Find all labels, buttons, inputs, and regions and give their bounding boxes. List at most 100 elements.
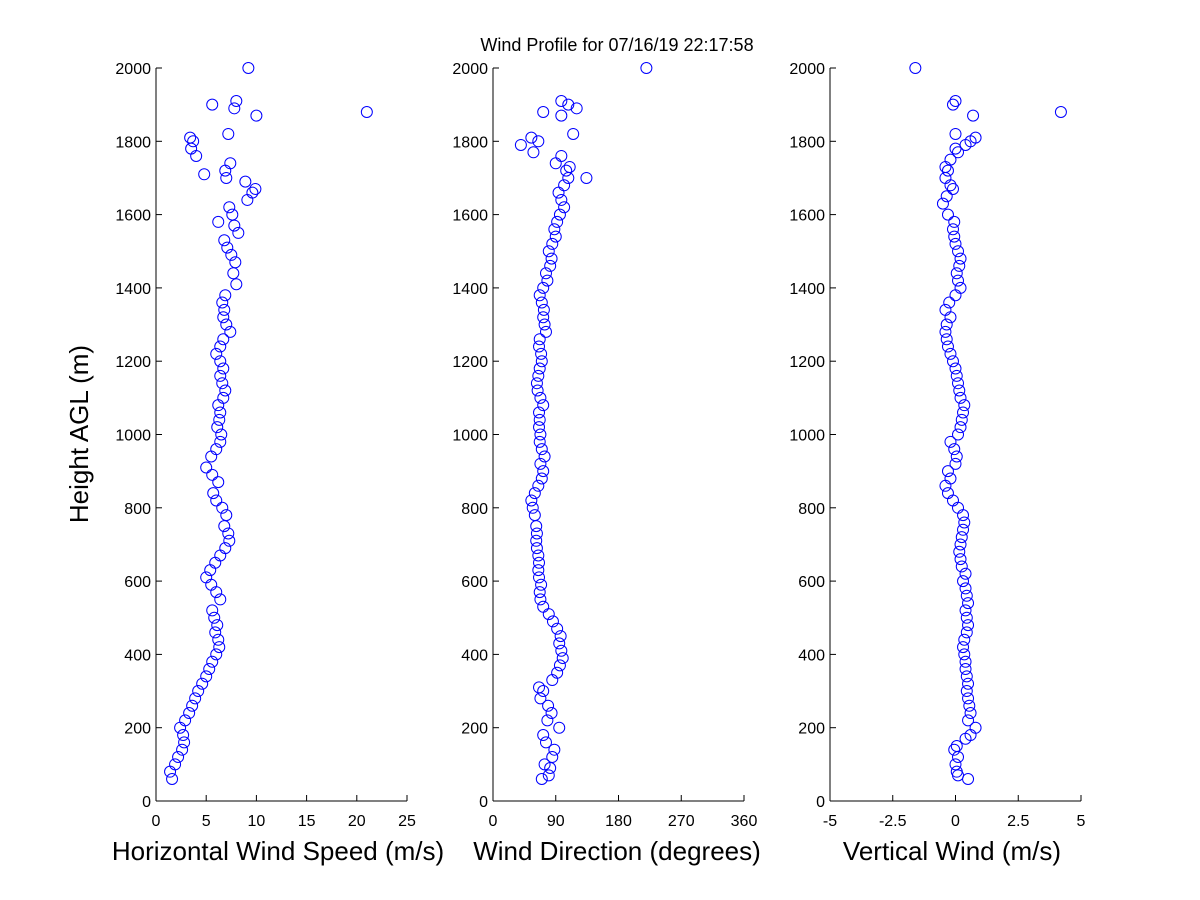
data-point: [948, 215, 961, 228]
data-point: [533, 362, 546, 375]
data-point: [196, 677, 209, 690]
data-point: [958, 399, 971, 412]
data-point: [952, 377, 965, 390]
data-point: [941, 465, 954, 478]
y-tick-label: 800: [798, 501, 825, 518]
data-point: [211, 421, 224, 434]
y-tick-label: 0: [479, 794, 488, 811]
data-point: [960, 589, 973, 602]
data-point: [562, 98, 575, 111]
y-axis-label: Height AGL (m): [64, 345, 94, 523]
data-point: [946, 223, 959, 236]
data-point: [943, 296, 956, 309]
x-tick-label: -2.5: [879, 813, 907, 830]
data-point: [532, 135, 545, 148]
data-point: [533, 289, 546, 302]
data-point: [537, 729, 550, 742]
x-tick-label: 90: [547, 813, 565, 830]
y-tick-label: 2000: [789, 61, 825, 78]
data-point: [214, 340, 227, 353]
data-point: [558, 201, 571, 214]
y-tick-label: 1200: [452, 354, 488, 371]
x-tick-label: 360: [731, 813, 758, 830]
data-point: [955, 531, 968, 544]
data-point: [555, 149, 568, 162]
data-point: [530, 377, 543, 390]
data-point: [941, 208, 954, 221]
data-point: [533, 435, 546, 448]
data-point: [539, 267, 552, 280]
data-point: [538, 758, 551, 771]
y-tick-label: 0: [142, 794, 151, 811]
data-point: [230, 278, 243, 291]
data-point: [166, 773, 179, 786]
data-point: [206, 98, 219, 111]
data-point: [962, 597, 975, 610]
data-point: [949, 127, 962, 140]
data-point: [952, 428, 965, 441]
data-point: [211, 619, 224, 632]
data-point: [533, 681, 546, 694]
x-tick-label: 0: [152, 813, 161, 830]
data-point: [962, 692, 975, 705]
data-point: [957, 523, 970, 536]
data-point: [210, 443, 223, 456]
data-point: [959, 567, 972, 580]
data-point: [953, 545, 966, 558]
data-point: [539, 325, 552, 338]
data-point: [213, 413, 226, 426]
y-tick-label: 1600: [789, 208, 825, 225]
data-point: [533, 556, 546, 569]
data-point: [946, 182, 959, 195]
data-point: [939, 325, 952, 338]
data-point: [219, 384, 232, 397]
data-point: [533, 421, 546, 434]
data-point: [528, 509, 541, 522]
data-point: [555, 94, 568, 107]
data-point: [530, 527, 543, 540]
data-point: [952, 245, 965, 258]
data-point: [208, 611, 221, 624]
data-point: [526, 501, 539, 514]
data-point: [216, 377, 229, 390]
data-point: [640, 62, 653, 74]
data-point: [225, 248, 238, 261]
x-tick-label: 0: [951, 813, 960, 830]
y-tick-label: 600: [798, 574, 825, 591]
y-tick-label: 1400: [452, 281, 488, 298]
y-tick-label: 1000: [789, 428, 825, 445]
data-point: [535, 773, 548, 786]
data-point: [544, 259, 557, 272]
data-point: [537, 303, 550, 316]
data-point: [941, 164, 954, 177]
x-tick-label: -5: [823, 813, 837, 830]
panel-vertical-wind: 0 200 400 600 800 1000 1200 1400 1600 1800 2000 -5 -…: [789, 61, 1085, 866]
data-point: [580, 171, 593, 184]
x-axis-label: Vertical Wind (m/s): [843, 836, 1061, 866]
data-point: [214, 355, 227, 368]
data-point: [962, 619, 975, 632]
y-tick-label: 1000: [452, 428, 488, 445]
data-point: [533, 413, 546, 426]
data-point: [954, 553, 967, 566]
data-point: [214, 406, 227, 419]
data-point: [539, 736, 552, 749]
data-point: [229, 256, 242, 269]
data-point: [537, 600, 550, 613]
data-point: [535, 578, 548, 591]
data-point: [960, 685, 973, 698]
data-point: [206, 468, 219, 481]
data-point: [533, 406, 546, 419]
data-point: [218, 303, 231, 316]
x-tick-label: 5: [202, 813, 211, 830]
y-tick-label: 1800: [115, 134, 151, 151]
y-tick-label: 0: [816, 794, 825, 811]
data-point: [542, 699, 555, 712]
data-point: [213, 641, 226, 654]
data-point: [219, 542, 232, 555]
y-tick-label: 1800: [789, 134, 825, 151]
data-point: [537, 685, 550, 698]
data-point: [200, 461, 213, 474]
data-point: [224, 157, 237, 170]
data-point: [546, 615, 559, 628]
